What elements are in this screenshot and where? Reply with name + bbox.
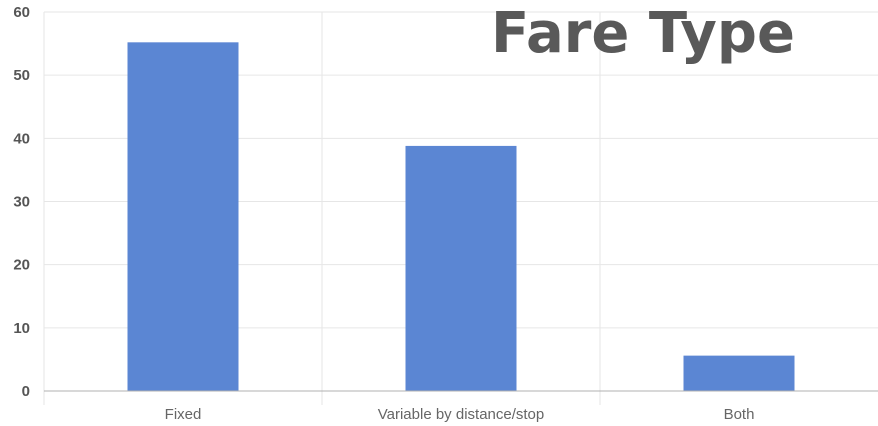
x-tick-label: Variable by distance/stop bbox=[378, 406, 545, 423]
y-tick-label: 30 bbox=[13, 194, 30, 211]
bars bbox=[127, 42, 795, 391]
bar-fixed bbox=[127, 42, 239, 391]
bar-both bbox=[683, 355, 795, 391]
bar-variable-by-distance-stop bbox=[405, 145, 517, 391]
tick-labels: 0 10 20 30 40 50 60 Fixed Variable by distance/s… bbox=[13, 4, 754, 423]
x-tick-label: Fixed bbox=[165, 406, 202, 423]
y-tick-label: 20 bbox=[13, 257, 30, 274]
axes bbox=[43, 12, 878, 405]
y-tick-label: 10 bbox=[13, 320, 30, 337]
y-tick-label: 60 bbox=[13, 4, 30, 21]
x-tick-label: Both bbox=[724, 406, 755, 423]
chart-title: Fare Type bbox=[491, 1, 795, 66]
y-tick-label: 40 bbox=[13, 130, 30, 147]
y-tick-label: 50 bbox=[13, 67, 30, 84]
y-tick-label: 0 bbox=[22, 383, 30, 400]
